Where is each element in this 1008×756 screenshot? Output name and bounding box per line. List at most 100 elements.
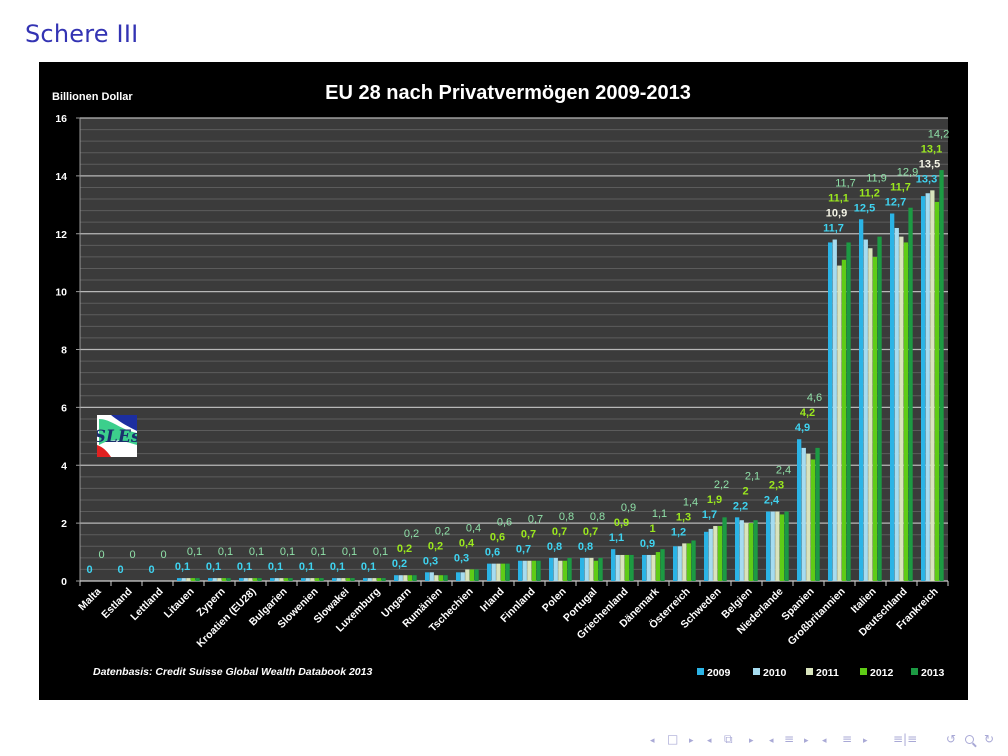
data-label-2009: 0,1 <box>206 561 221 573</box>
data-label-2013: 0,1 <box>311 546 326 558</box>
bar-group <box>673 540 696 581</box>
bar-group <box>332 578 355 581</box>
bar-2013 <box>412 575 417 581</box>
y-tick-label: 10 <box>55 287 67 299</box>
y-tick-label: 6 <box>61 402 67 414</box>
nav-prev-frame-icon[interactable]: ◂ <box>650 736 655 746</box>
legend-item: 2010 <box>753 667 787 679</box>
nav-search-icon[interactable] <box>965 735 974 744</box>
bar-2010 <box>832 239 837 581</box>
bar-group <box>890 207 913 582</box>
nav-toc-icon[interactable]: ≡|≡ <box>893 732 918 746</box>
data-label-2012: 2 <box>742 485 748 497</box>
bar-2012 <box>624 554 630 581</box>
bar-group <box>177 578 200 581</box>
bar-group <box>766 511 789 581</box>
nav-back-icon[interactable]: ↺ <box>946 732 957 746</box>
data-label-2013: 0,1 <box>187 546 202 558</box>
data-label-2009: 0 <box>117 564 123 576</box>
bar-2012 <box>841 259 847 581</box>
data-label-2012: 0,9 <box>614 517 629 529</box>
legend-label: 2012 <box>870 667 894 679</box>
bar-group <box>580 557 603 581</box>
nav-forward-icon[interactable]: ↻ <box>984 732 995 746</box>
data-label-2009: 0,3 <box>423 555 438 567</box>
bar-2009 <box>270 578 275 581</box>
data-label-2013: 4,6 <box>807 392 822 404</box>
data-label-2009: 4,9 <box>795 422 810 434</box>
data-label-2011: 13,5 <box>919 158 940 170</box>
bar-2010 <box>925 193 930 582</box>
bar-2010 <box>739 520 744 581</box>
bar-2011 <box>744 523 749 581</box>
data-label-2009: 0,1 <box>361 561 376 573</box>
data-label-2013: 2,2 <box>714 479 729 491</box>
bar-2013 <box>350 578 355 581</box>
nav-next-subsection-icon[interactable]: ▸ <box>749 736 754 746</box>
data-label-2013: 11,9 <box>866 172 887 184</box>
bar-2012 <box>314 578 320 581</box>
nav-frame-icon[interactable]: □ <box>667 732 679 746</box>
bar-2011 <box>527 560 532 581</box>
data-label-2013: 0,2 <box>404 528 419 540</box>
bar-2011 <box>868 248 873 581</box>
x-category-label: Polen <box>540 586 569 615</box>
data-label-2009: 12,7 <box>885 196 906 208</box>
nav-next-section-icon[interactable]: ▸ <box>804 736 809 746</box>
bar-group <box>394 575 417 581</box>
bar-2013 <box>877 236 882 582</box>
bar-2010 <box>274 578 279 581</box>
bar-group <box>704 517 727 581</box>
bar-2011 <box>651 554 656 581</box>
data-label-2009: 0,1 <box>299 561 314 573</box>
data-label-2013: 0,6 <box>497 517 512 529</box>
bar-2011 <box>713 526 718 581</box>
data-label-2013: 0,1 <box>342 546 357 558</box>
bar-2009 <box>301 578 306 581</box>
bar-2013 <box>691 540 696 581</box>
bar-2010 <box>243 578 248 581</box>
data-label-2009: 0,7 <box>516 544 531 556</box>
data-label-2009: 12,5 <box>854 202 875 214</box>
bar-2010 <box>181 578 186 581</box>
bar-2013 <box>660 549 665 581</box>
bar-2010 <box>615 554 620 581</box>
data-label-2012: 0,2 <box>428 540 443 552</box>
nav-prev-subsection-icon[interactable]: ◂ <box>707 736 712 746</box>
data-label-2013: 1,4 <box>683 496 698 508</box>
bar-group <box>735 517 758 581</box>
nav-next-part-icon[interactable]: ▸ <box>863 736 868 746</box>
data-label-2013: 0 <box>129 549 135 561</box>
data-labels: 0000000,10,10,10,10,10,10,10,10,10,10,10… <box>86 128 949 576</box>
bar-2009 <box>394 575 399 581</box>
bar-2009 <box>673 546 678 581</box>
bar-group <box>363 578 386 581</box>
bar-2010 <box>708 528 713 581</box>
nav-prev-part-icon[interactable]: ◂ <box>822 736 827 746</box>
data-label-2009: 0,2 <box>392 558 407 570</box>
data-label-2013: 0,4 <box>466 522 481 534</box>
nav-part-icon[interactable]: ≡ <box>842 732 853 746</box>
bar-2009 <box>177 578 182 581</box>
bar-2013 <box>443 575 448 581</box>
data-label-2013: 0,1 <box>280 546 295 558</box>
y-tick-label: 16 <box>55 113 67 125</box>
nav-prev-section-icon[interactable]: ◂ <box>769 736 774 746</box>
bar-2011 <box>558 560 563 581</box>
bar-2013 <box>381 578 386 581</box>
bar-2012 <box>190 578 196 581</box>
bar-2013 <box>536 560 541 581</box>
x-axis-labels: MaltaEstlandLettlandLitauenZypernKroatie… <box>76 585 940 650</box>
nav-section-icon[interactable]: ≡ <box>784 732 795 746</box>
nav-next-frame-icon[interactable]: ▸ <box>689 736 694 746</box>
data-label-2013: 0,1 <box>249 546 264 558</box>
bar-2009 <box>239 578 244 581</box>
bar-2012 <box>469 569 475 581</box>
data-label-2009: 2,4 <box>764 495 780 507</box>
nav-subsection-icon[interactable]: ⧉ <box>724 732 733 746</box>
bar-2009 <box>735 517 740 581</box>
data-label-2013: 1,1 <box>652 508 667 520</box>
data-label-2013: 11,7 <box>835 178 856 190</box>
bar-2012 <box>345 578 351 581</box>
data-label-2009: 0,1 <box>330 561 345 573</box>
